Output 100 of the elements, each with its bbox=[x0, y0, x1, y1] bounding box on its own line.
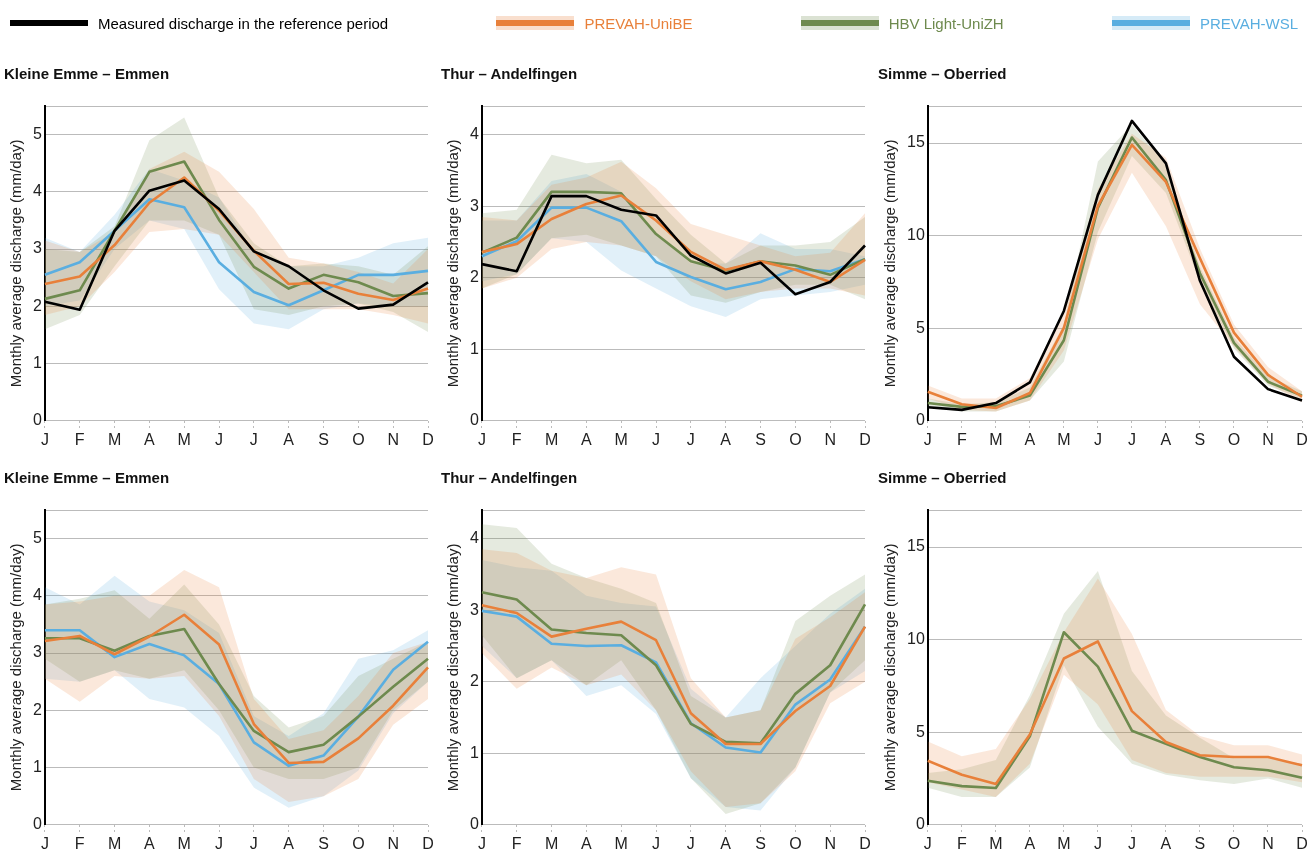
y-tick-label: 3 bbox=[32, 239, 42, 257]
y-tick-label: 0 bbox=[469, 411, 479, 429]
x-tick-label: N bbox=[1262, 834, 1274, 852]
x-tick-label: S bbox=[318, 430, 329, 448]
x-tick-label: S bbox=[1194, 430, 1206, 448]
y-tick-label: 15 bbox=[907, 537, 925, 555]
x-tick-label: A bbox=[1160, 834, 1172, 852]
x-tick-label: N bbox=[387, 430, 399, 448]
y-tick-label: 1 bbox=[469, 743, 479, 761]
x-tick-label: N bbox=[824, 834, 836, 852]
x-tick-label: F bbox=[511, 834, 522, 852]
x-tick-label: A bbox=[283, 834, 295, 852]
x-tick-label: J bbox=[686, 430, 695, 448]
y-tick-label: 0 bbox=[32, 815, 42, 833]
x-tick-label: J bbox=[652, 834, 661, 852]
x-tick-label: A bbox=[1024, 834, 1036, 852]
y-tick-label: 0 bbox=[469, 815, 479, 833]
y-tick-label: 5 bbox=[915, 318, 925, 336]
chart-title: Simme – Oberried bbox=[878, 469, 1007, 487]
y-axis-title: Monthly average discharge (mm/day) bbox=[7, 543, 25, 792]
x-tick-label: A bbox=[1024, 430, 1036, 448]
x-tick-label: A bbox=[144, 430, 156, 448]
x-tick-label: A bbox=[1160, 430, 1172, 448]
y-tick-label: 3 bbox=[469, 600, 479, 618]
y-tick-label: 1 bbox=[469, 339, 479, 357]
x-tick-label: S bbox=[755, 430, 766, 448]
y-axis-title: Monthly average discharge (mm/day) bbox=[7, 139, 25, 388]
chart-title: Thur – Andelfingen bbox=[441, 65, 578, 83]
x-tick-label: S bbox=[755, 834, 766, 852]
x-tick-label: N bbox=[1262, 430, 1274, 448]
x-tick-label: J bbox=[1093, 430, 1102, 448]
x-tick-label: F bbox=[74, 430, 85, 448]
x-tick-label: M bbox=[177, 430, 191, 448]
x-tick-label: M bbox=[107, 834, 122, 852]
y-tick-label: 2 bbox=[469, 268, 479, 286]
chart-title: Thur – Andelfingen bbox=[441, 469, 578, 487]
x-tick-label: M bbox=[989, 834, 1003, 852]
y-tick-label: 4 bbox=[469, 125, 479, 143]
x-tick-label: O bbox=[1227, 834, 1241, 852]
x-tick-label: D bbox=[422, 430, 434, 448]
x-tick-label: A bbox=[144, 834, 156, 852]
x-tick-label: A bbox=[581, 834, 593, 852]
y-tick-label: 2 bbox=[32, 296, 42, 314]
x-tick-label: F bbox=[956, 834, 967, 852]
y-tick-label: 4 bbox=[32, 586, 42, 604]
x-tick-label: M bbox=[1057, 834, 1071, 852]
x-tick-label: M bbox=[544, 430, 559, 448]
x-tick-label: N bbox=[387, 834, 399, 852]
y-axis-title: Monthly average discharge (mm/day) bbox=[881, 543, 899, 792]
y-tick-label: 15 bbox=[907, 133, 925, 151]
x-tick-label: S bbox=[318, 834, 329, 852]
x-tick-label: J bbox=[477, 430, 486, 448]
x-tick-label: J bbox=[40, 430, 49, 448]
x-tick-label: M bbox=[107, 430, 122, 448]
x-tick-label: J bbox=[249, 430, 258, 448]
x-tick-label: F bbox=[956, 430, 967, 448]
x-tick-label: J bbox=[215, 834, 224, 852]
x-tick-label: O bbox=[789, 430, 802, 448]
x-tick-label: D bbox=[1296, 834, 1308, 852]
y-axis-title: Monthly average discharge (mm/day) bbox=[444, 139, 462, 388]
x-tick-label: M bbox=[989, 430, 1003, 448]
y-tick-label: 1 bbox=[32, 757, 42, 775]
y-axis-title: Monthly average discharge (mm/day) bbox=[881, 139, 899, 388]
text: Measured discharge in the reference period bbox=[98, 14, 389, 32]
y-tick-label: 0 bbox=[915, 411, 925, 429]
x-tick-label: O bbox=[352, 834, 365, 852]
chart-title: Simme – Oberried bbox=[878, 65, 1007, 83]
chart-title: Kleine Emme – Emmen bbox=[4, 469, 170, 487]
y-axis-title: Monthly average discharge (mm/day) bbox=[444, 543, 462, 792]
x-tick-label: O bbox=[789, 834, 802, 852]
x-tick-label: A bbox=[720, 430, 732, 448]
y-tick-label: 3 bbox=[32, 643, 42, 661]
chart-title: Kleine Emme – Emmen bbox=[4, 65, 170, 83]
x-tick-label: M bbox=[614, 430, 628, 448]
x-tick-label: J bbox=[686, 834, 695, 852]
text: PREVAH-WSL bbox=[1199, 14, 1298, 32]
x-tick-label: A bbox=[720, 834, 732, 852]
x-tick-label: J bbox=[923, 834, 932, 852]
y-tick-label: 3 bbox=[469, 196, 479, 214]
y-tick-label: 2 bbox=[32, 700, 42, 718]
y-tick-label: 5 bbox=[32, 529, 42, 547]
x-tick-label: N bbox=[824, 430, 836, 448]
x-tick-label: O bbox=[352, 430, 365, 448]
text: PREVAH-UniBE bbox=[584, 14, 693, 32]
x-tick-label: J bbox=[249, 834, 258, 852]
x-tick-label: F bbox=[74, 834, 85, 852]
y-tick-label: 4 bbox=[32, 182, 42, 200]
y-tick-label: 0 bbox=[915, 815, 925, 833]
x-tick-label: M bbox=[614, 834, 628, 852]
x-tick-label: M bbox=[544, 834, 559, 852]
x-tick-label: D bbox=[422, 834, 434, 852]
x-tick-label: J bbox=[477, 834, 486, 852]
x-tick-label: A bbox=[581, 430, 593, 448]
x-tick-label: F bbox=[511, 430, 522, 448]
x-tick-label: J bbox=[40, 834, 49, 852]
x-tick-label: O bbox=[1227, 430, 1241, 448]
x-tick-label: D bbox=[859, 834, 871, 852]
x-tick-label: J bbox=[1093, 834, 1102, 852]
x-tick-label: J bbox=[215, 430, 224, 448]
y-tick-label: 5 bbox=[915, 722, 925, 740]
